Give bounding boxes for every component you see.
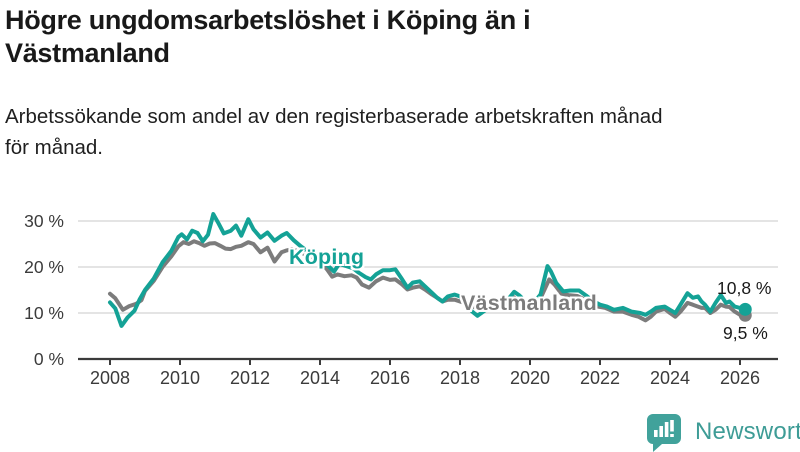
chart-subtitle: Arbetssökande som andel av den registerb… [5, 101, 795, 163]
brand-name: Newsworthy [695, 418, 800, 445]
chart-subtitle-line1: Arbetssökande som andel av den registerb… [5, 105, 663, 128]
newsworthy-logo: Newsworthy [644, 413, 800, 452]
series-line-vastmanland [108, 239, 748, 323]
chart-title-line1: Högre ungdomsarbetslöshet i Köping än i [5, 5, 531, 35]
series-line-koping [108, 212, 748, 328]
chart-title-line2: Västmanland [5, 38, 170, 68]
chart-title: Högre ungdomsarbetslöshet i Köping än i … [5, 4, 765, 70]
end-dot-koping [738, 302, 752, 316]
chart-subtitle-line2: för månad. [5, 136, 103, 159]
newsworthy-chart-bubble-icon [647, 414, 681, 452]
